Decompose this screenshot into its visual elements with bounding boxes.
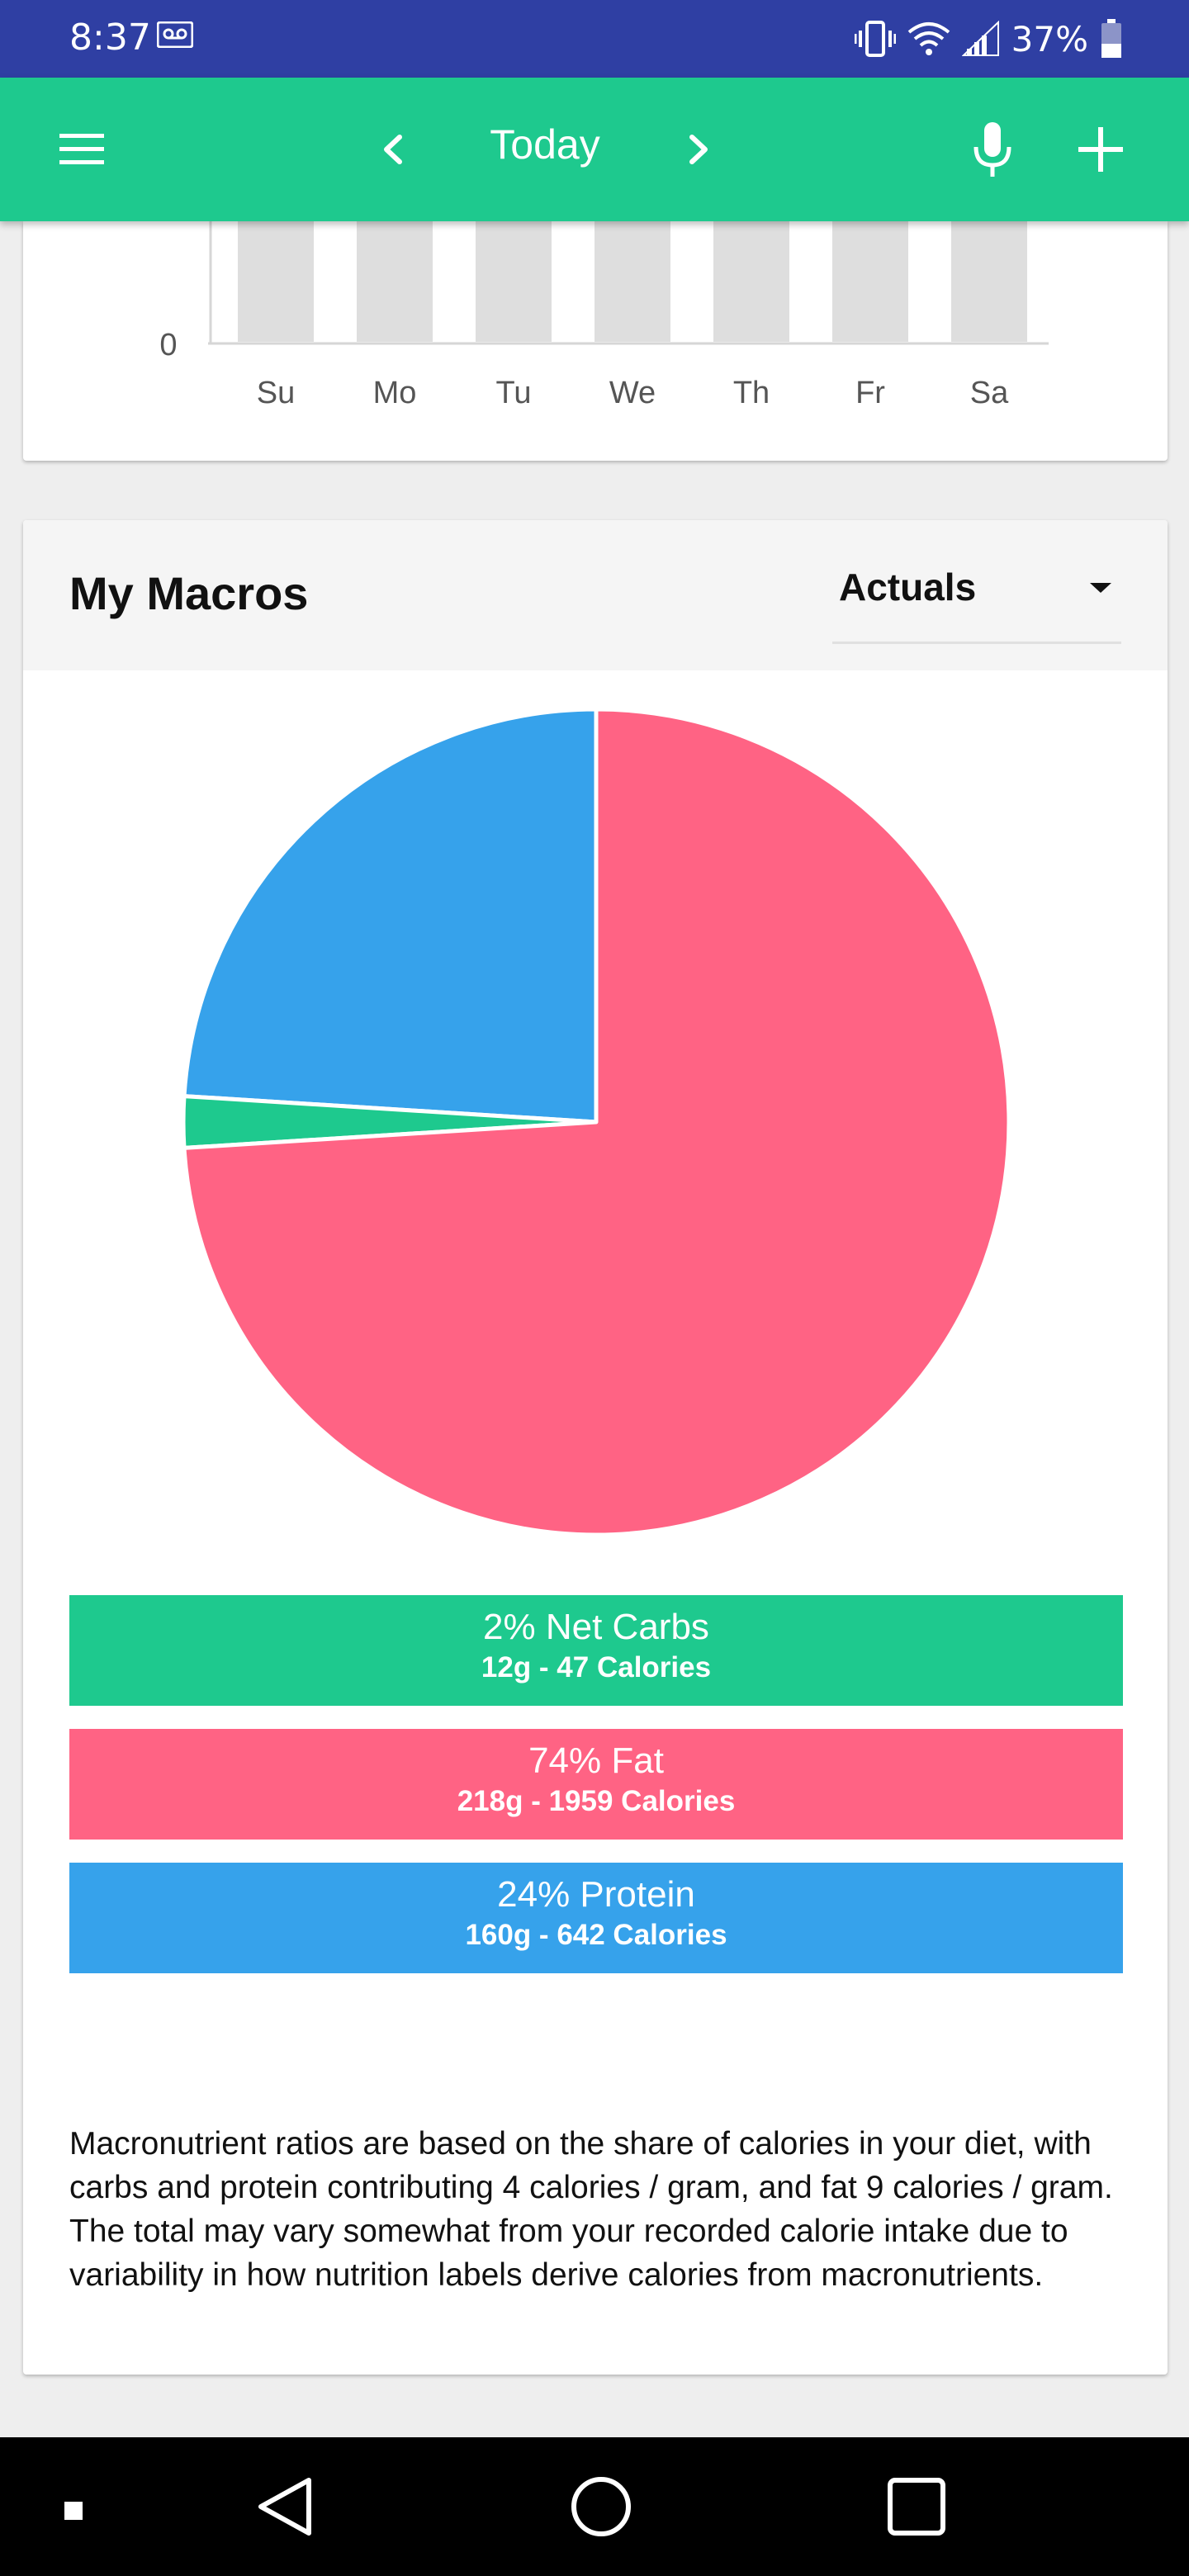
week-x-tick-label: We	[609, 376, 656, 410]
week-x-tick-label: Tu	[496, 376, 532, 410]
week-bar-su	[238, 221, 314, 342]
add-icon[interactable]	[1075, 124, 1126, 175]
battery-percent: 37%	[1011, 18, 1088, 59]
week-x-tick-label: Sa	[970, 376, 1009, 410]
signal-icon	[961, 21, 999, 56]
legend-fat-title: 74% Fat	[528, 1740, 664, 1781]
macros-view-select[interactable]: Actuals	[832, 561, 1121, 644]
legend-fat: 74% Fat 218g - 1959 Calories	[69, 1729, 1123, 1840]
macros-note: Macronutrient ratios are based on the sh…	[69, 2126, 1113, 2293]
week-bar-mo	[357, 221, 433, 342]
week-bar-tu	[476, 221, 552, 342]
macros-pie-chart	[181, 707, 1011, 1537]
back-icon[interactable]	[254, 2475, 315, 2538]
menu-icon[interactable]	[56, 129, 107, 170]
week-x-tick-label: Th	[733, 376, 770, 410]
chevron-left-icon[interactable]	[377, 127, 410, 172]
week-y-tick-label: 0	[159, 328, 177, 362]
chevron-right-icon[interactable]	[682, 127, 715, 172]
app-bar: Today	[0, 78, 1189, 221]
macros-header: My Macros Actuals	[23, 520, 1168, 670]
week-x-tick-label: Su	[257, 376, 295, 410]
pie-slice-fat	[182, 707, 1011, 1537]
legend-net-carbs-sub: 12g - 47 Calories	[481, 1651, 712, 1683]
legend-net-carbs: 2% Net Carbs 12g - 47 Calories	[69, 1595, 1123, 1706]
legend-protein: 24% Protein 160g - 642 Calories	[69, 1863, 1123, 1973]
system-nav-bar	[0, 2437, 1189, 2576]
macros-view-select-value: Actuals	[839, 566, 977, 608]
caret-down-icon	[1090, 583, 1111, 593]
vibrate-icon	[854, 21, 896, 57]
legend-fat-sub: 218g - 1959 Calories	[457, 1785, 736, 1817]
battery-icon	[1101, 19, 1121, 58]
weekly-chart-card: 0 Su Mo Tu We Th Fr Sa	[23, 221, 1168, 461]
voicemail-icon	[157, 21, 193, 48]
home-icon[interactable]	[570, 2475, 632, 2538]
week-x-tick-label: Fr	[855, 376, 885, 410]
status-bar: 8:37 37%	[0, 0, 1189, 78]
wifi-icon	[907, 22, 950, 55]
pie-slice-protein	[182, 707, 599, 1125]
week-bar-fr	[832, 221, 908, 342]
macros-pie-area	[23, 670, 1168, 2074]
status-time: 8:37	[69, 17, 151, 59]
legend-protein-title: 24% Protein	[497, 1874, 695, 1915]
weekly-bar-chart: 0 Su Mo Tu We Th Fr Sa	[159, 221, 1049, 410]
week-x-tick-label: Mo	[373, 376, 417, 410]
date-title[interactable]: Today	[490, 121, 600, 168]
legend-net-carbs-title: 2% Net Carbs	[483, 1607, 709, 1647]
recents-icon[interactable]	[887, 2477, 946, 2536]
week-bar-we	[594, 221, 670, 342]
macros-title: My Macros	[69, 567, 309, 619]
mic-icon[interactable]	[973, 121, 1012, 180]
macros-card: My Macros Actuals 2% Net Carbs 12g - 47 …	[23, 520, 1168, 2375]
week-bar-th	[713, 221, 789, 342]
week-bar-sa	[951, 221, 1027, 342]
stop-icon[interactable]	[64, 2502, 83, 2520]
legend-protein-sub: 160g - 642 Calories	[465, 1919, 727, 1951]
